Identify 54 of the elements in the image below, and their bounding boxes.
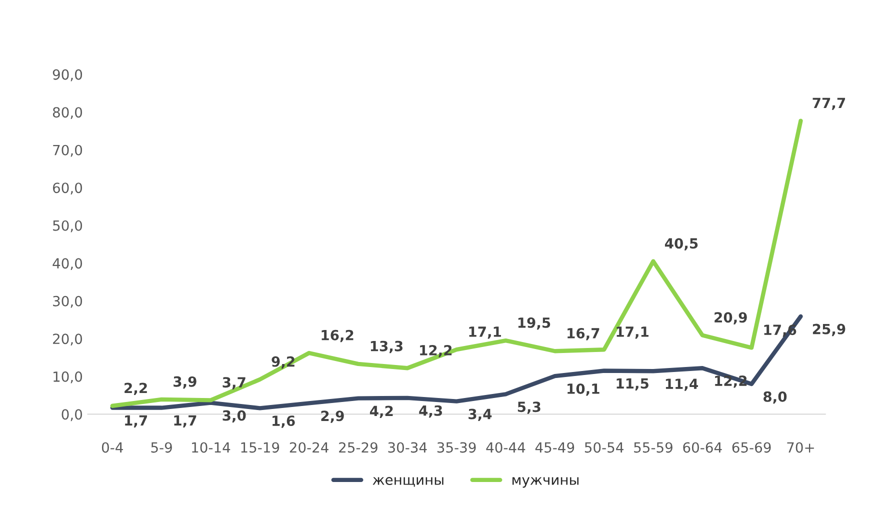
data-label: 11,5 (616, 378, 648, 390)
legend-label: мужчины (512, 477, 578, 488)
x-tick-label: 25-29 (339, 442, 378, 453)
y-tick-label: 30,0 (53, 296, 82, 308)
data-label: 2,9 (321, 410, 344, 423)
data-label: 1,6 (272, 416, 295, 428)
data-label: 4,3 (419, 405, 442, 418)
data-label: 17,1 (469, 326, 501, 339)
y-tick-label: 80,0 (52, 107, 82, 119)
x-tick-label: 15-19 (241, 442, 280, 453)
data-label: 40,5 (664, 238, 698, 250)
data-label: 13,3 (370, 340, 402, 354)
data-label: 2,2 (124, 382, 147, 396)
x-tick-label: 50-54 (584, 442, 624, 453)
data-label: 3,0 (222, 410, 246, 423)
x-tick-label: 40-44 (486, 442, 526, 453)
data-label: 17,1 (616, 326, 648, 339)
data-label: 5,3 (518, 402, 540, 414)
y-tick-label: 60,0 (52, 182, 82, 195)
x-tick-label: 65-69 (732, 442, 771, 453)
x-tick-label: 5-9 (151, 442, 172, 453)
data-label: 16,2 (322, 330, 354, 342)
data-label: 8,0 (764, 391, 787, 404)
y-tick-label: 70,0 (53, 144, 82, 157)
data-label: 1,7 (174, 415, 196, 428)
data-label: 20,9 (714, 312, 747, 324)
data-label: 19,5 (518, 317, 550, 330)
x-tick-label: 0-4 (102, 442, 123, 453)
y-tick-label: 10,0 (54, 371, 82, 384)
data-label: 10,1 (568, 383, 600, 396)
x-tick-label: 30-34 (388, 442, 427, 453)
x-tick-label: 20-24 (290, 442, 328, 453)
y-tick-label: 40,0 (52, 258, 82, 270)
data-label: 12,2 (420, 344, 452, 358)
data-label: 77,7 (812, 98, 846, 110)
data-label: 16,7 (568, 328, 600, 340)
x-tick-label: 10-14 (192, 442, 230, 453)
y-tick-label: 0,0 (62, 409, 82, 422)
y-tick-label: 50,0 (53, 220, 82, 232)
x-tick-label: 70+ (787, 442, 814, 453)
data-label: 3,7 (222, 377, 246, 390)
y-tick-label: 20,0 (53, 334, 82, 346)
x-tick-label: 55-59 (634, 442, 672, 453)
data-label: 4,2 (370, 406, 393, 418)
data-label: 1,7 (125, 415, 147, 428)
data-label: 3,4 (468, 408, 492, 422)
x-tick-label: 35-39 (437, 442, 476, 453)
x-tick-label: 60-64 (683, 442, 722, 453)
legend-label: женщины (372, 477, 444, 487)
data-label: 25,9 (812, 324, 846, 336)
y-tick-label: 90,0 (52, 69, 82, 82)
data-label: 3,9 (174, 376, 196, 389)
data-label: 11,4 (666, 378, 698, 391)
x-tick-label: 45-49 (535, 442, 574, 453)
